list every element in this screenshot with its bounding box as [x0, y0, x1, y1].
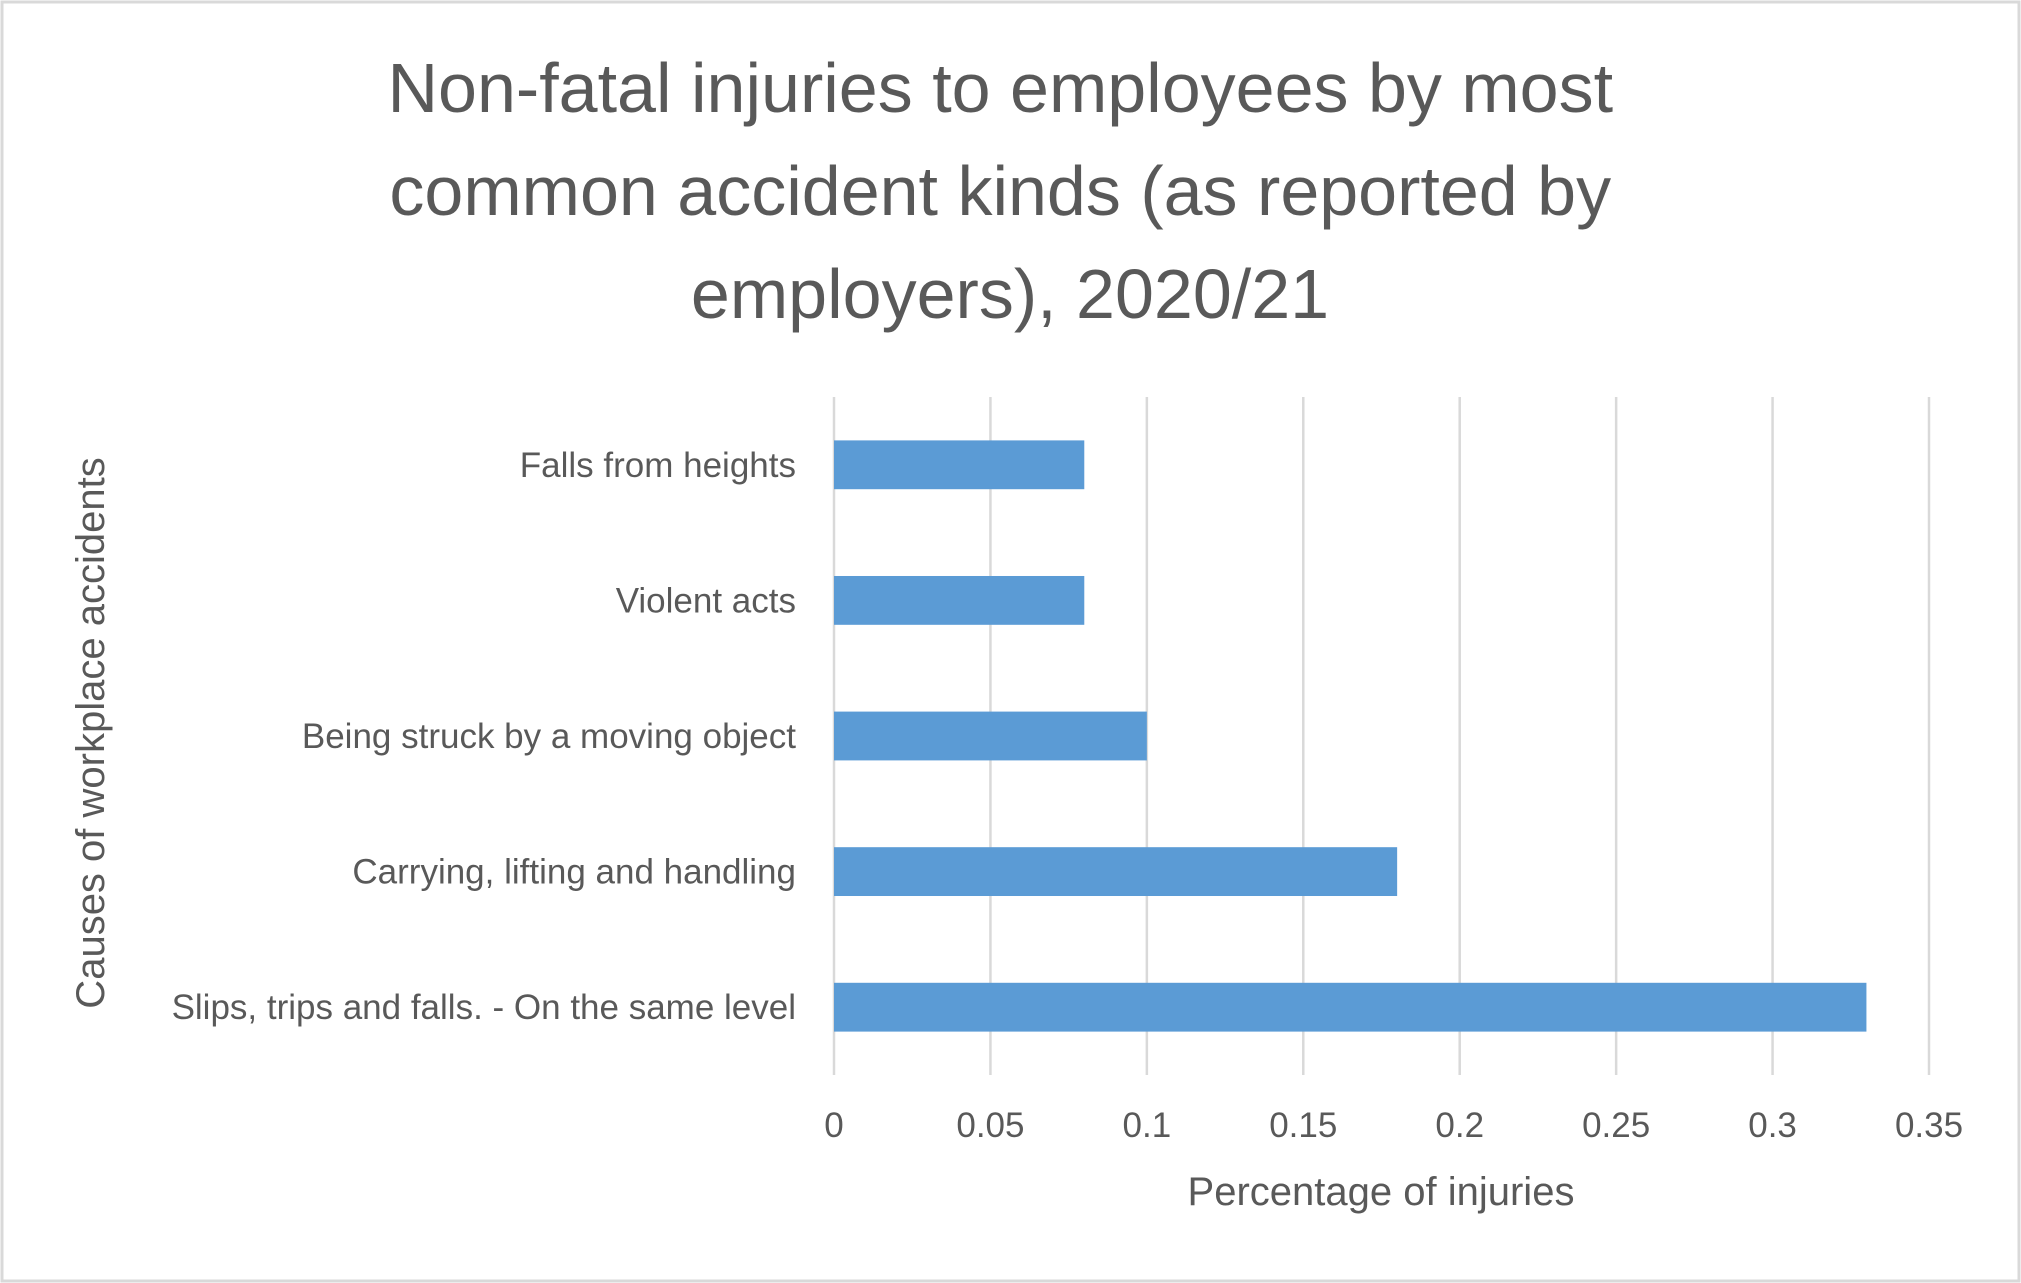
bar-2 [834, 711, 1147, 761]
category-labels: Slips, trips and falls. - On the same le… [172, 446, 797, 1027]
category-label-3: Violent acts [616, 581, 796, 620]
bar-3 [834, 575, 1085, 625]
x-tick-label-5: 0.25 [1582, 1106, 1650, 1145]
x-tick-label-7: 0.35 [1895, 1106, 1963, 1145]
x-axis-title: Percentage of injuries [1188, 1170, 1575, 1214]
category-label-1: Carrying, lifting and handling [352, 853, 796, 892]
category-label-2: Being struck by a moving object [302, 717, 796, 756]
bar-0 [834, 982, 1867, 1032]
bars [834, 440, 1867, 1032]
x-tick-label-2: 0.1 [1123, 1106, 1172, 1145]
x-tick-labels: 0 0.05 0.1 0.15 0.2 0.25 0.3 0.35 [824, 1106, 1963, 1145]
x-tick-label-0: 0 [824, 1106, 843, 1145]
x-tick-label-3: 0.15 [1269, 1106, 1337, 1145]
chart-title-line-1: Non-fatal injuries to employees by most [388, 49, 1614, 127]
x-tick-label-6: 0.3 [1748, 1106, 1797, 1145]
x-tick-label-4: 0.2 [1435, 1106, 1484, 1145]
chart-title-line-2: common accident kinds (as reported by [389, 152, 1611, 230]
chart-title-line-3: employers), 2020/21 [691, 255, 1329, 333]
x-tick-label-1: 0.05 [956, 1106, 1024, 1145]
category-label-0: Slips, trips and falls. - On the same le… [172, 988, 796, 1027]
y-axis-title: Causes of workplace accidents [69, 457, 113, 1008]
chart-title: Non-fatal injuries to employees by most … [388, 49, 1633, 333]
category-label-4: Falls from heights [520, 446, 796, 485]
bar-4 [834, 440, 1085, 490]
bar-1 [834, 847, 1398, 897]
